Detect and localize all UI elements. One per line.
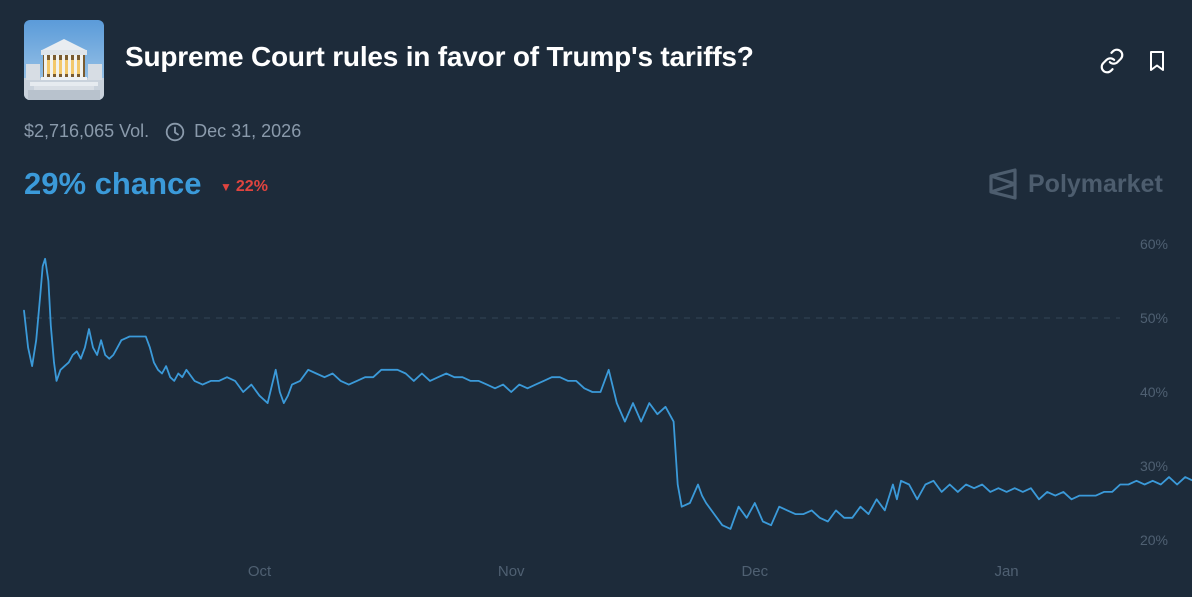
market-thumbnail — [24, 20, 104, 100]
link-icon — [1100, 48, 1124, 74]
supreme-court-building-image — [24, 20, 104, 100]
bookmark-icon — [1150, 51, 1164, 71]
clock-icon — [165, 122, 185, 142]
y-tick-label: 40% — [1140, 384, 1168, 400]
bookmark-button[interactable] — [1145, 48, 1171, 74]
link-button[interactable] — [1099, 48, 1125, 74]
triangle-down-icon: ▼ — [220, 180, 232, 194]
y-tick-label: 50% — [1140, 310, 1168, 326]
y-tick-label: 30% — [1140, 458, 1168, 474]
end-date-text: Dec 31, 2026 — [194, 121, 302, 141]
y-tick-label: 20% — [1140, 532, 1168, 548]
series-line — [23, 257, 1192, 530]
market-meta: $2,716,065 Vol. Dec 31, 2026 — [24, 121, 301, 142]
volume-text: $2,716,065 Vol. — [24, 121, 150, 141]
x-tick-label: Oct — [248, 563, 272, 580]
market-title: Supreme Court rules in favor of Trump's … — [125, 41, 754, 72]
x-tick-label: Dec — [741, 563, 768, 580]
x-tick-label: Nov — [498, 563, 525, 580]
x-tick-label: Jan — [994, 563, 1018, 580]
change-value: 22% — [235, 178, 268, 195]
chance-value: 29% chance — [24, 166, 202, 201]
change-badge: ▼ 22% — [220, 178, 268, 196]
brand-name: Polymarket — [1028, 169, 1163, 198]
polymarket-brand: Polymarket — [988, 168, 1163, 200]
polymarket-logo-icon — [989, 168, 1017, 200]
y-tick-label: 60% — [1140, 236, 1168, 252]
